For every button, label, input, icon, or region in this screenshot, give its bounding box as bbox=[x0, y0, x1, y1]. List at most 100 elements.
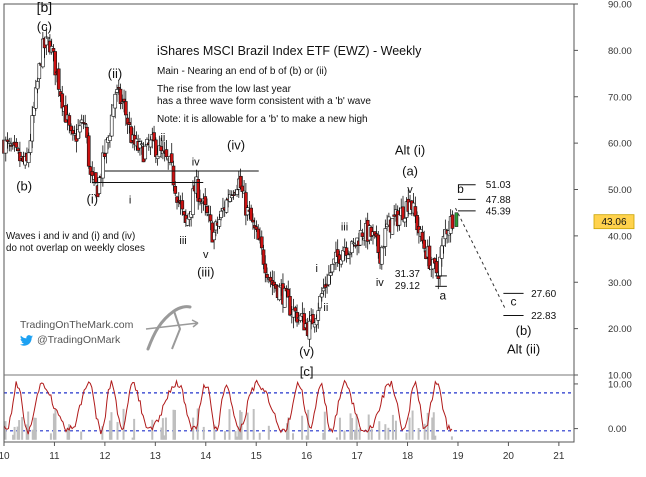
x-tick-label: 17 bbox=[352, 451, 364, 462]
candle-body bbox=[381, 246, 386, 249]
candle-body bbox=[9, 145, 13, 147]
candle-body bbox=[176, 199, 181, 202]
candle-body bbox=[219, 210, 223, 218]
candle-body bbox=[32, 107, 36, 116]
chart-notes: iShares MSCI Brazil Index ETF (EWZ) - We… bbox=[157, 44, 467, 126]
x-tick-label: 15 bbox=[251, 451, 263, 462]
candle-body bbox=[71, 130, 75, 135]
candle bbox=[90, 161, 95, 184]
projection-path bbox=[455, 207, 507, 311]
candle bbox=[450, 210, 455, 231]
candle-body bbox=[108, 135, 112, 141]
candle bbox=[37, 62, 42, 88]
candle-body bbox=[109, 114, 114, 137]
axes-layer: 10.00 20.00 30.00 40.00 50.00 60.00 70.00 80.00… bbox=[0, 0, 635, 462]
candle-body bbox=[67, 115, 72, 126]
y-tick-label: 30.00 bbox=[608, 278, 632, 289]
candle-body bbox=[169, 153, 174, 163]
candle-body bbox=[344, 247, 349, 256]
last-candle bbox=[454, 212, 459, 227]
candle-body bbox=[261, 249, 266, 265]
candle-body bbox=[353, 244, 358, 247]
candle-body bbox=[203, 196, 208, 206]
candle-body bbox=[346, 254, 351, 259]
candle-body bbox=[293, 307, 298, 312]
candle-body bbox=[83, 122, 88, 125]
candle bbox=[353, 244, 358, 249]
wave-label: ii bbox=[323, 302, 328, 314]
candle-body bbox=[295, 311, 299, 323]
level-value-label: 22.83 bbox=[531, 311, 556, 322]
note-main: Main - Nearing an end of b of (b) or (ii… bbox=[157, 66, 328, 77]
candle-body bbox=[397, 214, 402, 226]
candle-body bbox=[240, 185, 245, 192]
brand-twitter-handle: @TradingOnMark bbox=[37, 334, 121, 346]
candle-body bbox=[164, 149, 169, 158]
plot-frame bbox=[3, 3, 575, 443]
chart-title: iShares MSCI Brazil Index ETF (EWZ) - We… bbox=[157, 44, 422, 58]
wave-label: (v) bbox=[299, 344, 314, 359]
wave-label: i bbox=[129, 194, 131, 206]
candle-body bbox=[351, 242, 356, 245]
candle bbox=[231, 190, 236, 200]
candle-body bbox=[127, 122, 132, 125]
overlap-note: Waves i and iv and (i) and (iv) do not o… bbox=[6, 231, 145, 255]
candle bbox=[434, 254, 439, 276]
wave-label: (a) bbox=[402, 164, 418, 179]
wave-label: (b) bbox=[16, 178, 32, 193]
candle-body bbox=[7, 141, 12, 144]
candle bbox=[169, 143, 174, 166]
y-tick-label: 10.00 bbox=[608, 371, 632, 382]
candle-body bbox=[341, 250, 345, 262]
candle-body bbox=[60, 93, 65, 109]
candle-body bbox=[413, 206, 418, 217]
candle bbox=[350, 240, 354, 258]
candle-body bbox=[14, 141, 19, 148]
candle-body bbox=[118, 88, 123, 105]
candle-body bbox=[28, 140, 33, 153]
candle-body bbox=[208, 214, 213, 222]
candle-body bbox=[53, 51, 57, 76]
candle-body bbox=[316, 310, 321, 321]
candle-body bbox=[307, 320, 312, 340]
candle bbox=[78, 120, 82, 139]
candle-body bbox=[198, 198, 202, 203]
annotation-lines bbox=[92, 170, 524, 317]
candle bbox=[355, 237, 359, 256]
level-value-label: 45.39 bbox=[486, 206, 511, 217]
candle bbox=[101, 145, 105, 187]
osc-line bbox=[3, 379, 453, 435]
candle-body bbox=[259, 236, 264, 249]
candle-body bbox=[402, 218, 407, 223]
candle-body bbox=[5, 139, 10, 142]
candle bbox=[422, 230, 426, 253]
level-value-label: 27.60 bbox=[531, 289, 556, 300]
twitter-bird-icon bbox=[20, 335, 33, 346]
candle-body bbox=[438, 256, 442, 277]
candle-body bbox=[159, 146, 163, 152]
wave-label: i bbox=[316, 263, 318, 275]
candle bbox=[41, 31, 45, 69]
candle-body bbox=[46, 37, 50, 39]
candle-body bbox=[244, 192, 248, 216]
candle-body bbox=[78, 125, 82, 133]
candle bbox=[244, 182, 248, 226]
overlap-note-line-1: Waves i and iv and (i) and (iv) bbox=[6, 231, 136, 242]
candle-body bbox=[33, 87, 38, 109]
wave-label: b bbox=[457, 182, 464, 196]
candle-body bbox=[420, 231, 425, 242]
wave-label: iv bbox=[376, 277, 384, 289]
candle bbox=[83, 114, 88, 128]
candle bbox=[154, 137, 158, 164]
candle-body bbox=[182, 211, 186, 216]
candle-body bbox=[376, 234, 381, 254]
candle-body bbox=[173, 186, 178, 194]
archer-logo-icon bbox=[145, 305, 199, 351]
candle bbox=[145, 137, 149, 146]
candle-body bbox=[152, 132, 156, 142]
candle-body bbox=[328, 272, 333, 276]
candle-body bbox=[348, 252, 352, 255]
candles-layer bbox=[2, 27, 459, 348]
wave-label: iii bbox=[179, 235, 186, 247]
